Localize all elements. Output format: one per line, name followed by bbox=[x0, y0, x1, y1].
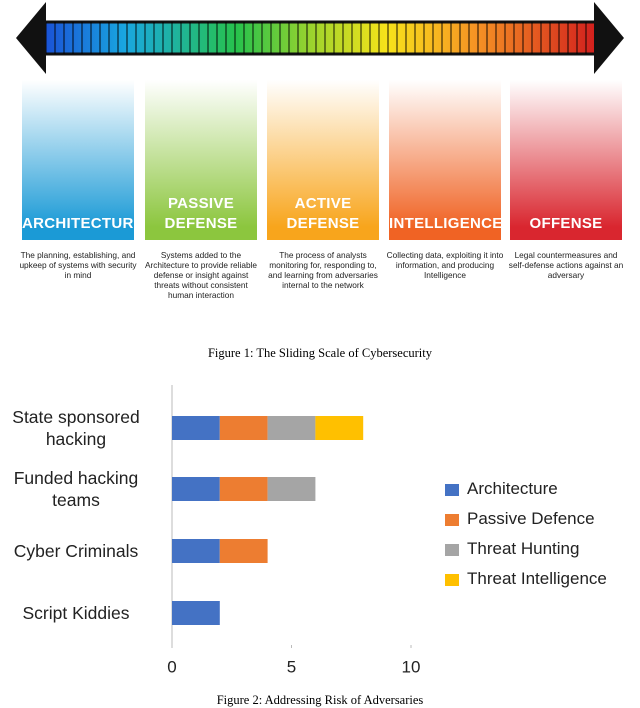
bar-segment bbox=[219, 477, 268, 501]
legend-label: Threat Intelligence bbox=[467, 569, 607, 588]
x-tick-label: 5 bbox=[287, 657, 296, 676]
stage-box: OFFENSE bbox=[510, 80, 622, 240]
stage-box: ACTIVE DEFENSE bbox=[267, 80, 379, 240]
bar-segment bbox=[172, 539, 220, 563]
stage-description: The planning, establishing, and upkeep o… bbox=[19, 250, 137, 280]
x-tick-label: 10 bbox=[402, 657, 421, 676]
y-tick-label: Script Kiddies bbox=[22, 603, 130, 623]
bar-segment bbox=[172, 477, 220, 501]
bar-segment bbox=[267, 477, 316, 501]
stage-title: OFFENSE bbox=[529, 215, 603, 232]
scale-arrow bbox=[16, 2, 624, 74]
bar-segment bbox=[219, 539, 268, 563]
stage-box: PASSIVE DEFENSE bbox=[145, 80, 257, 240]
bar-segment bbox=[172, 601, 220, 625]
legend-label: Architecture bbox=[467, 479, 558, 498]
y-tick-label: State sponsored hacking bbox=[12, 407, 140, 449]
legend-swatch bbox=[445, 544, 459, 556]
legend-swatch bbox=[445, 514, 459, 526]
stage-description: Systems added to the Architecture to pro… bbox=[144, 250, 258, 300]
stage-title: ACTIVE DEFENSE bbox=[286, 195, 360, 232]
y-tick-label: Cyber Criminals bbox=[13, 541, 139, 561]
y-tick-label: Funded hacking teams bbox=[13, 468, 139, 510]
bar-segment bbox=[315, 416, 364, 440]
legend-swatch bbox=[445, 574, 459, 586]
caption: Figure 1: The Sliding Scale of Cybersecu… bbox=[207, 346, 433, 360]
legend-label: Threat Hunting bbox=[467, 539, 580, 558]
stage-title: INTELLIGENCE bbox=[389, 215, 503, 232]
caption: Figure 2: Addressing Risk of Adversaries bbox=[216, 693, 424, 707]
stage-box: ARCHITECTURE bbox=[22, 80, 144, 240]
bar-segment bbox=[219, 416, 268, 440]
stage-description: The process of analysts monitoring for, … bbox=[268, 250, 378, 290]
legend-label: Passive Defence bbox=[467, 509, 595, 528]
bar-segment bbox=[267, 416, 316, 440]
stage-title: PASSIVE DEFENSE bbox=[164, 195, 238, 232]
bar-segment bbox=[172, 416, 220, 440]
stage-box: INTELLIGENCE bbox=[389, 80, 503, 240]
legend-swatch bbox=[445, 484, 459, 496]
stage-description: Legal countermeasures and self-defense a… bbox=[508, 250, 624, 280]
stage-description: Collecting data, exploiting it into info… bbox=[386, 250, 504, 280]
stage-title: ARCHITECTURE bbox=[22, 215, 144, 232]
x-tick-label: 0 bbox=[167, 657, 176, 676]
